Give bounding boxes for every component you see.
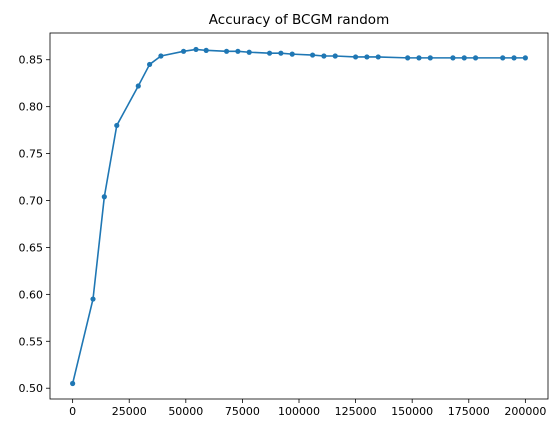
y-tick-label: 0.50 bbox=[19, 382, 44, 395]
x-tick-label: 100000 bbox=[278, 405, 320, 418]
x-tick-label: 200000 bbox=[504, 405, 546, 418]
data-point bbox=[223, 48, 230, 54]
x-tick-label: 125000 bbox=[335, 405, 377, 418]
x-tick-label: 50000 bbox=[168, 405, 203, 418]
chart-title: Accuracy of BCGM random bbox=[209, 12, 389, 28]
plot-frame bbox=[49, 32, 549, 400]
data-point bbox=[70, 380, 76, 387]
data-point bbox=[461, 55, 467, 61]
data-point bbox=[147, 61, 153, 68]
data-point bbox=[114, 122, 120, 129]
data-point bbox=[135, 83, 141, 89]
x-tick-label: 175000 bbox=[448, 405, 490, 418]
x-axis-ticks: 0 25000 50000 75000 100000 125000 150000 175000… bbox=[69, 399, 546, 418]
data-point bbox=[364, 54, 370, 60]
data-point bbox=[472, 55, 479, 61]
data-point bbox=[450, 55, 456, 61]
y-tick-label: 0.60 bbox=[19, 288, 44, 301]
data-point bbox=[375, 54, 381, 60]
data-point bbox=[193, 46, 199, 53]
series-line bbox=[71, 48, 526, 384]
y-axis-ticks: 0.50 0.55 0.60 0.65 0.70 0.75 0.80 0.85 bbox=[19, 54, 50, 395]
y-tick-label: 0.65 bbox=[19, 241, 44, 254]
data-point bbox=[278, 50, 284, 56]
data-point bbox=[158, 53, 164, 59]
x-tick-label: 25000 bbox=[112, 405, 147, 418]
data-point bbox=[427, 55, 433, 61]
series-layer bbox=[70, 46, 528, 387]
x-tick-label: 150000 bbox=[391, 405, 433, 418]
data-point bbox=[90, 296, 96, 302]
data-point bbox=[416, 55, 422, 61]
data-point bbox=[332, 53, 338, 59]
x-tick-label: 0 bbox=[69, 405, 76, 418]
y-tick-label: 0.55 bbox=[19, 335, 44, 348]
data-point bbox=[500, 55, 506, 61]
data-point bbox=[180, 48, 187, 54]
data-point bbox=[101, 194, 107, 200]
data-point bbox=[352, 54, 359, 60]
x-tick-label: 75000 bbox=[225, 405, 260, 418]
y-tick-label: 0.85 bbox=[19, 54, 44, 67]
data-point bbox=[309, 52, 316, 58]
data-point bbox=[321, 53, 327, 59]
data-point bbox=[289, 51, 295, 57]
y-tick-label: 0.70 bbox=[19, 195, 44, 208]
data-point bbox=[522, 55, 528, 61]
data-point bbox=[203, 47, 209, 53]
y-tick-label: 0.80 bbox=[19, 101, 44, 114]
data-point bbox=[266, 50, 273, 56]
data-point bbox=[511, 55, 517, 61]
data-point bbox=[405, 55, 411, 61]
y-tick-label: 0.75 bbox=[19, 148, 44, 161]
data-point bbox=[246, 49, 252, 55]
data-point bbox=[235, 48, 241, 54]
